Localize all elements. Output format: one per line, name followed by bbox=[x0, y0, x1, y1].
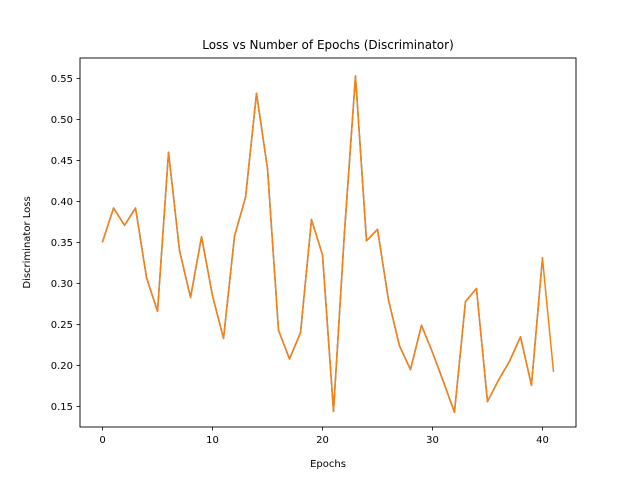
x-tick-label: 20 bbox=[316, 435, 329, 446]
y-tick-label: 0.55 bbox=[51, 74, 73, 85]
x-tick-label: 0 bbox=[99, 435, 105, 446]
plot-area-frame bbox=[79, 57, 577, 428]
chart-title: Loss vs Number of Epochs (Discriminator) bbox=[202, 38, 454, 52]
y-tick-label: 0.30 bbox=[51, 279, 73, 290]
series-layer bbox=[101, 75, 555, 413]
y-tick-label: 0.35 bbox=[51, 238, 73, 249]
x-tick-label: 10 bbox=[206, 435, 219, 446]
y-tick-label: 0.15 bbox=[51, 402, 73, 413]
x-tick-label: 40 bbox=[536, 435, 549, 446]
y-tick-label: 0.40 bbox=[51, 197, 73, 208]
series-line-1 bbox=[101, 75, 555, 413]
y-tick-label: 0.25 bbox=[51, 320, 73, 331]
y-tick-label: 0.45 bbox=[51, 156, 73, 167]
y-tick-label: 0.20 bbox=[51, 361, 73, 372]
y-axis-label: Discriminator Loss bbox=[22, 196, 33, 288]
x-tick-label: 30 bbox=[426, 435, 439, 446]
y-tick-label: 0.50 bbox=[51, 115, 73, 126]
y-axis-ticks: 0.15 0.20 0.25 0.30 0.35 0.40 0.45 0.50 0.55 bbox=[51, 74, 80, 413]
x-axis-label: Epochs bbox=[310, 459, 346, 470]
x-axis-ticks: 0 10 20 30 40 bbox=[99, 427, 549, 446]
